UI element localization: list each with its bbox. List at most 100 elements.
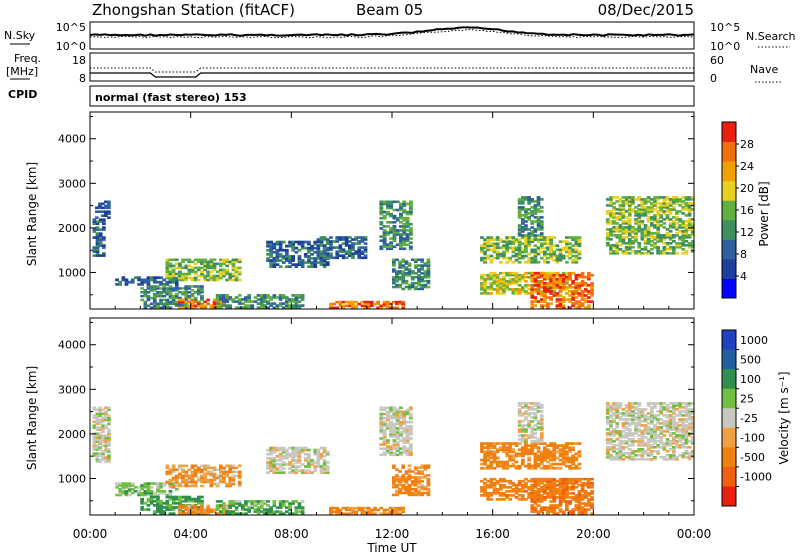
heatmap-cell <box>524 465 528 468</box>
heatmap-cell <box>194 267 198 270</box>
heatmap-cell <box>235 267 239 270</box>
heatmap-cell <box>332 303 336 306</box>
heatmap-cell <box>634 454 638 457</box>
heatmap-cell <box>401 465 405 468</box>
heatmap-cell <box>672 206 676 209</box>
heatmap-cell <box>537 247 541 250</box>
nsky-tick-high: 10^5 <box>56 21 86 34</box>
heatmap-cell <box>578 251 582 254</box>
heatmap-cell <box>669 242 673 245</box>
heatmap-cell <box>392 465 396 468</box>
heatmap-cell <box>414 259 418 262</box>
heatmap-cell <box>546 484 550 487</box>
heatmap-cell <box>153 482 157 485</box>
heatmap-cell <box>512 494 516 497</box>
colorbar-swatch <box>722 161 736 181</box>
heatmap-cell <box>669 252 673 255</box>
heatmap-cell <box>587 492 591 495</box>
heatmap-cell <box>524 498 528 501</box>
heatmap-cell <box>587 284 591 287</box>
heatmap-cell <box>398 470 402 473</box>
freq-tick-high: 18 <box>72 54 86 67</box>
heatmap-cell <box>502 251 506 254</box>
heatmap-cell <box>606 210 610 213</box>
heatmap-cell <box>200 465 204 468</box>
heatmap-cell <box>285 463 289 466</box>
heatmap-cell <box>524 220 528 223</box>
heatmap-cell <box>188 485 192 488</box>
heatmap-cell <box>530 230 534 233</box>
heatmap-cell <box>200 271 204 274</box>
heatmap-cell <box>530 249 534 252</box>
heatmap-cell <box>276 455 280 458</box>
heatmap-cell <box>622 446 626 449</box>
heatmap-cell <box>427 488 431 491</box>
heatmap-cell <box>125 490 129 493</box>
heatmap-cell <box>301 304 305 307</box>
nave-tick-high: 60 <box>710 54 724 67</box>
heatmap-cell <box>304 261 308 264</box>
heatmap-cell <box>175 273 179 276</box>
colorbar-swatch <box>722 220 736 240</box>
heatmap-cell <box>647 250 651 253</box>
heatmap-cell <box>401 484 405 487</box>
heatmap-cell <box>524 208 528 211</box>
heatmap-cell <box>534 296 538 299</box>
heatmap-cell <box>269 302 273 305</box>
heatmap-cell <box>527 457 531 460</box>
heatmap-cell <box>326 252 330 255</box>
heatmap-cell <box>93 407 97 410</box>
heatmap-cell <box>408 284 412 287</box>
heatmap-cell <box>291 304 295 307</box>
heatmap-cell <box>490 442 494 445</box>
heatmap-cell <box>373 507 377 510</box>
heatmap-cell <box>257 298 261 301</box>
heatmap-cell <box>175 475 179 478</box>
heatmap-cell <box>140 291 144 294</box>
heatmap-cell <box>628 196 632 199</box>
heatmap-cell <box>216 294 220 297</box>
heatmap-cell <box>238 267 242 270</box>
heatmap-cell <box>634 440 638 443</box>
heatmap-cell <box>169 259 173 262</box>
heatmap-cell <box>502 272 506 275</box>
heatmap-cell <box>530 498 534 501</box>
heatmap-cell <box>496 480 500 483</box>
heatmap-cell <box>194 277 198 280</box>
heatmap-cell <box>530 484 534 487</box>
heatmap-cell <box>427 280 431 283</box>
heatmap-cell <box>609 238 613 241</box>
heatmap-cell <box>496 442 500 445</box>
heatmap-cell <box>140 492 144 495</box>
heatmap-cell <box>634 406 638 409</box>
heatmap-cell <box>578 282 582 285</box>
heatmap-cell <box>298 241 302 244</box>
heatmap-cell <box>559 463 563 466</box>
heatmap-cell <box>622 220 626 223</box>
heatmap-cell <box>351 301 355 304</box>
heatmap-cell <box>524 416 528 419</box>
heatmap-cell <box>188 265 192 268</box>
heatmap-cell <box>518 224 522 227</box>
heatmap-cell <box>518 206 522 209</box>
heatmap-cell <box>99 254 103 257</box>
heatmap-cell <box>540 410 544 413</box>
heatmap-cell <box>329 252 333 255</box>
heatmap-cell <box>291 469 295 472</box>
heatmap-cell <box>546 302 550 305</box>
heatmap-cell <box>606 416 610 419</box>
heatmap-cell <box>653 414 657 417</box>
heatmap-cell <box>147 508 151 511</box>
heatmap-cell <box>386 301 390 304</box>
heatmap-cell <box>147 291 151 294</box>
heatmap-cell <box>235 500 239 503</box>
heatmap-cell <box>634 450 638 453</box>
heatmap-cell <box>681 230 685 233</box>
heatmap-cell <box>571 496 575 499</box>
heatmap-cell <box>530 406 534 409</box>
heatmap-cell <box>285 449 289 452</box>
heatmap-cell <box>571 508 575 511</box>
heatmap-cell <box>587 296 591 299</box>
heatmap-cell <box>250 304 254 307</box>
heatmap-cell <box>606 432 610 435</box>
